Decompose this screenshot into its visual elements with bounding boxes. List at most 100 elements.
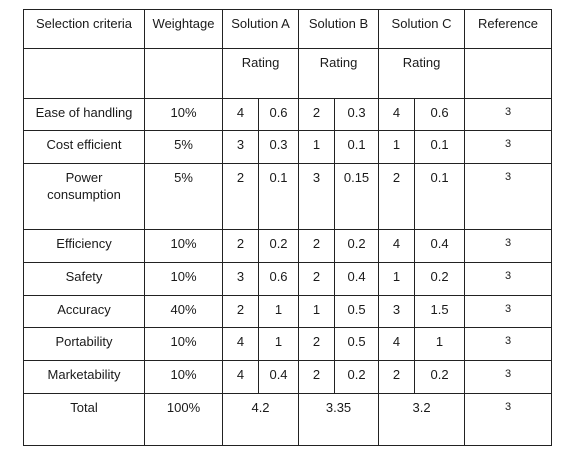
header-row: Selection criteria Weightage Solution A … bbox=[23, 9, 553, 49]
table-row: Portability 10% 4 1 2 0.5 4 1 3 bbox=[23, 327, 553, 361]
table-row: Marketability 10% 4 0.4 2 0.2 2 0.2 3 bbox=[23, 360, 553, 394]
table-row: Efficiency 10% 2 0.2 2 0.2 4 0.4 3 bbox=[23, 229, 553, 263]
solution-a-score: 3 bbox=[222, 130, 259, 164]
table-row: Cost efficient 5% 3 0.3 1 0.1 1 0.1 3 bbox=[23, 130, 553, 164]
solution-c-score: 4 bbox=[378, 327, 416, 361]
solution-a-value: 0.2 bbox=[257, 229, 300, 263]
header-solution-b: Solution B bbox=[298, 9, 380, 49]
reference-cell: 3 bbox=[464, 327, 553, 361]
solution-c-score: 1 bbox=[378, 130, 416, 164]
reference-cell: 3 bbox=[464, 360, 553, 394]
solution-c-value: 0.1 bbox=[414, 130, 466, 164]
weight-cell: 40% bbox=[144, 295, 223, 328]
solution-b-value: 0.5 bbox=[334, 327, 380, 361]
solution-b-value: 0.4 bbox=[334, 262, 380, 296]
solution-a-value: 0.1 bbox=[257, 163, 300, 230]
solution-a-value: 1 bbox=[257, 295, 300, 328]
criteria-cell: Cost efficient bbox=[23, 130, 145, 164]
solution-b-score: 3 bbox=[298, 163, 336, 230]
reference-cell: 3 bbox=[464, 262, 553, 296]
table-row: Accuracy 40% 2 1 1 0.5 3 1.5 3 bbox=[23, 295, 553, 328]
subheader-row: Rating Rating Rating bbox=[23, 48, 553, 99]
solution-c-value: 1 bbox=[414, 327, 466, 361]
weight-cell: 10% bbox=[144, 327, 223, 361]
weight-cell: 5% bbox=[144, 163, 223, 230]
solution-c-value: 1.5 bbox=[414, 295, 466, 328]
solution-a-score: 2 bbox=[222, 229, 259, 263]
solution-c-value: 0.2 bbox=[414, 262, 466, 296]
solution-a-value: 0.4 bbox=[257, 360, 300, 394]
solution-a-score: 4 bbox=[222, 327, 259, 361]
total-solution-c: 3.2 bbox=[378, 393, 466, 446]
solution-c-value: 0.4 bbox=[414, 229, 466, 263]
selection-matrix-table: Selection criteria Weightage Solution A … bbox=[23, 9, 553, 446]
solution-c-value: 0.6 bbox=[414, 98, 466, 131]
solution-b-score: 2 bbox=[298, 327, 336, 361]
solution-b-value: 0.1 bbox=[334, 130, 380, 164]
total-row: Total 100% 4.2 3.35 3.2 3 bbox=[23, 393, 553, 446]
reference-cell: 3 bbox=[464, 98, 553, 131]
table-row: Ease of handling 10% 4 0.6 2 0.3 4 0.6 3 bbox=[23, 98, 553, 131]
subheader-empty bbox=[144, 48, 223, 99]
solution-b-value: 0.5 bbox=[334, 295, 380, 328]
criteria-cell: Ease of handling bbox=[23, 98, 145, 131]
reference-cell: 3 bbox=[464, 163, 553, 230]
solution-a-value: 1 bbox=[257, 327, 300, 361]
criteria-line: consumption bbox=[47, 187, 121, 202]
table-row: Safety 10% 3 0.6 2 0.4 1 0.2 3 bbox=[23, 262, 553, 296]
weight-cell: 10% bbox=[144, 229, 223, 263]
subheader-empty bbox=[23, 48, 145, 99]
header-solution-a: Solution A bbox=[221, 9, 300, 49]
solution-b-score: 1 bbox=[298, 295, 336, 328]
criteria-cell: Efficiency bbox=[23, 229, 145, 263]
subheader-rating-c: Rating bbox=[378, 48, 466, 99]
solution-b-score: 1 bbox=[298, 130, 336, 164]
solution-c-score: 4 bbox=[378, 98, 416, 131]
solution-c-score: 4 bbox=[378, 229, 416, 263]
solution-c-score: 1 bbox=[378, 262, 416, 296]
solution-b-value: 0.2 bbox=[334, 229, 380, 263]
solution-b-score: 2 bbox=[298, 98, 336, 131]
solution-a-value: 0.6 bbox=[257, 98, 300, 131]
header-solution-c: Solution C bbox=[378, 9, 466, 49]
solution-a-score: 4 bbox=[222, 98, 259, 131]
weight-cell: 5% bbox=[144, 130, 223, 164]
solution-c-score: 2 bbox=[378, 163, 416, 230]
total-weight: 100% bbox=[144, 393, 223, 446]
subheader-empty bbox=[464, 48, 553, 99]
solution-a-score: 2 bbox=[222, 163, 259, 230]
solution-a-score: 4 bbox=[222, 360, 259, 394]
solution-b-value: 0.3 bbox=[334, 98, 380, 131]
total-solution-a: 4.2 bbox=[221, 393, 300, 446]
solution-c-value: 0.2 bbox=[414, 360, 466, 394]
solution-b-value: 0.2 bbox=[334, 360, 380, 394]
solution-b-score: 2 bbox=[298, 229, 336, 263]
total-label: Total bbox=[23, 393, 145, 446]
subheader-rating-a: Rating bbox=[221, 48, 300, 99]
table-row: Power consumption 5% 2 0.1 3 0.15 2 0.1 … bbox=[23, 163, 553, 230]
header-reference: Reference bbox=[464, 9, 553, 49]
reference-cell: 3 bbox=[464, 295, 553, 328]
solution-c-score: 3 bbox=[378, 295, 416, 328]
total-solution-b: 3.35 bbox=[298, 393, 380, 446]
solution-a-score: 2 bbox=[222, 295, 259, 328]
reference-cell: 3 bbox=[464, 130, 553, 164]
total-reference: 3 bbox=[464, 393, 553, 446]
solution-c-value: 0.1 bbox=[414, 163, 466, 230]
subheader-rating-b: Rating bbox=[298, 48, 380, 99]
reference-cell: 3 bbox=[464, 229, 553, 263]
solution-a-value: 0.3 bbox=[257, 130, 300, 164]
criteria-cell: Portability bbox=[23, 327, 145, 361]
solution-b-score: 2 bbox=[298, 262, 336, 296]
solution-b-value: 0.15 bbox=[334, 163, 380, 230]
solution-a-score: 3 bbox=[222, 262, 259, 296]
weight-cell: 10% bbox=[144, 262, 223, 296]
weight-cell: 10% bbox=[144, 98, 223, 131]
header-weightage: Weightage bbox=[144, 9, 223, 49]
criteria-cell: Accuracy bbox=[23, 295, 145, 328]
solution-c-score: 2 bbox=[378, 360, 416, 394]
criteria-line: Power bbox=[65, 170, 103, 185]
criteria-cell: Marketability bbox=[23, 360, 145, 394]
solution-a-value: 0.6 bbox=[257, 262, 300, 296]
header-criteria: Selection criteria bbox=[23, 9, 145, 49]
